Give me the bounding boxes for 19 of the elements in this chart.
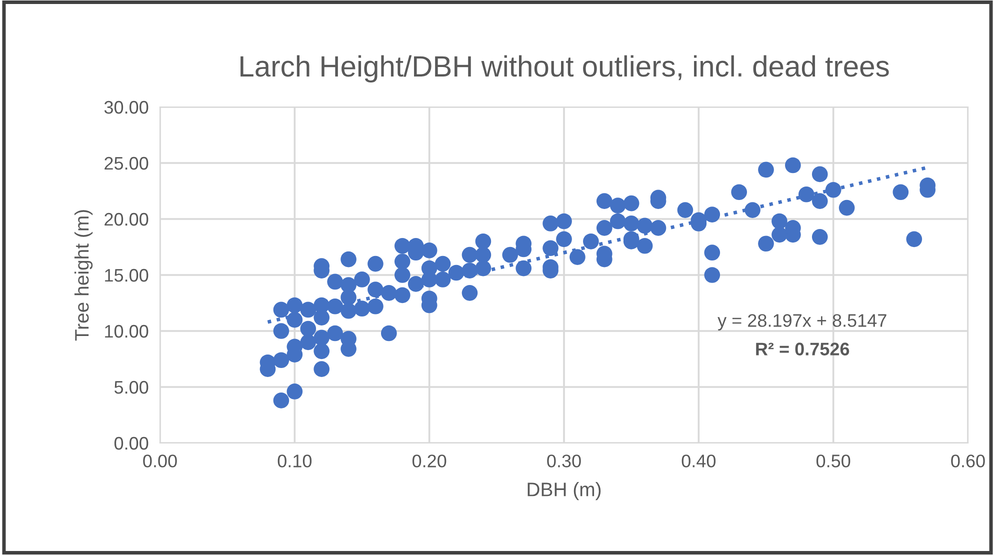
y-tick-label: 30.00 [104, 100, 148, 114]
x-tick-label: 0.60 [951, 454, 985, 468]
x-tick-label: 0.20 [412, 454, 446, 468]
y-axis-title: Tree height (m) [74, 210, 93, 341]
y-tick-label: 25.00 [104, 156, 148, 170]
annotation: y = 28.197x + 8.5147 [718, 314, 886, 330]
y-tick-label: 15.00 [105, 268, 148, 282]
x-tick-label: 0.30 [547, 454, 581, 468]
x-tick-label: 0.10 [278, 454, 312, 468]
x-axis-title: DBH (m) [528, 482, 601, 500]
y-tick-label: 20.00 [104, 212, 148, 226]
x-tick-label: 0.00 [143, 454, 177, 468]
x-tick-label: 0.40 [682, 454, 716, 468]
y-tick-label: 0.00 [114, 436, 148, 450]
annotation: R² = 0.7526 [756, 342, 850, 356]
x-tick-label: 0.50 [816, 454, 850, 468]
y-tick-label: 10.00 [105, 324, 148, 338]
chart-title: Larch Height/DBH without outliers, incl. dead trees [240, 55, 889, 82]
y-tick-label: 5.00 [114, 380, 148, 394]
